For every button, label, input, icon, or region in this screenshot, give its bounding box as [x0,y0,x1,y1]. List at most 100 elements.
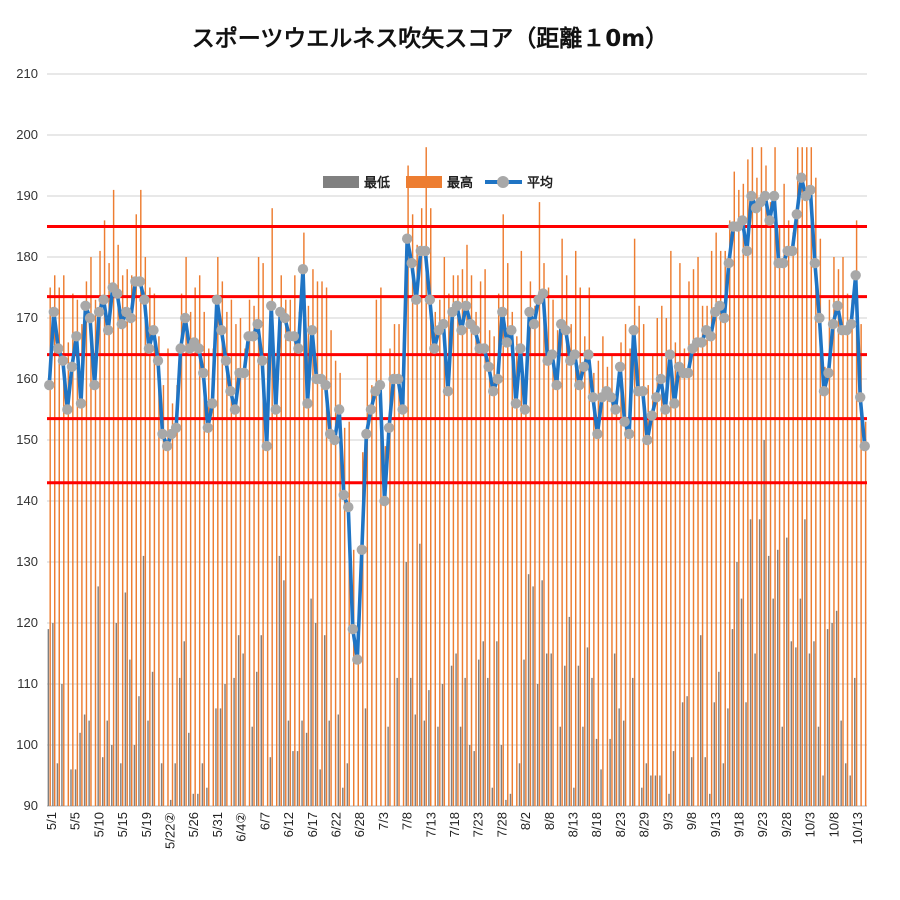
average-point [411,294,422,305]
bar-min [56,763,59,806]
bar-min [455,653,457,806]
bar-max [262,263,264,807]
bar-max [389,348,391,806]
average-point [148,325,159,336]
bar-max [425,147,427,806]
bar-min [237,635,240,806]
bar-min [826,629,829,806]
bar-min [496,641,498,806]
bar-min [532,586,534,806]
bar-min [278,555,281,806]
bar-max [230,299,233,806]
average-point [429,343,440,354]
bar-min [577,665,580,806]
bar-max [321,281,323,806]
bar-max [606,366,609,806]
bar-max [565,275,568,806]
bar-min [523,659,525,806]
bar-min [188,732,190,806]
average-point [112,288,123,299]
bar-max [239,318,242,806]
bar-min [500,745,503,806]
bar-min [777,549,779,806]
bar-max [520,250,523,806]
bar-max [348,421,350,806]
bar-min [174,763,176,806]
average-point [193,343,204,354]
average-point [574,379,585,391]
bar-max [162,385,165,806]
bar-max [443,257,446,806]
bar-max [448,293,450,807]
bar-min [618,708,620,806]
average-point [859,440,870,452]
average-point [682,367,694,379]
bar-max [99,250,101,806]
average-point [592,428,603,440]
x-axis-ticks: 5/1 5/5 5/10 5/15 5/19 5/22② 5/26 5/31 6/4② 6/7 6/… [44,812,865,849]
average-point [211,294,223,305]
bar-max [511,311,514,806]
x-tick-label: 10/8 [826,812,841,837]
bar-max [602,336,604,806]
average-point [229,404,241,415]
bar-min [573,787,575,806]
average-point [207,398,218,409]
bar-min [251,726,253,806]
bar-max [674,342,677,806]
average-point [610,404,621,415]
bar-min [70,769,72,806]
x-tick-label: 5/31 [210,812,225,837]
x-tick-label: 10/13 [850,812,865,845]
average-point [352,654,363,665]
bar-max [366,354,369,806]
bar-max [248,299,251,806]
bar-max [584,336,586,806]
average-point [777,257,789,269]
bar-max [289,299,292,806]
bar-max [824,366,826,806]
average-point [225,386,236,397]
bar-max [579,287,581,806]
average-point [583,349,594,360]
average-point [787,245,798,257]
bar-min [224,684,226,806]
bar-max [760,147,763,806]
bar-max [131,275,133,806]
bar-max [407,165,409,806]
bar-min [346,763,349,806]
average-point [202,422,214,433]
reference-lines [47,225,867,485]
bar-max [543,263,545,807]
average-point [669,398,680,409]
bar-min [419,543,421,806]
average-point [651,392,662,403]
bar-max [49,287,51,806]
average-point [89,379,100,391]
bar-max [738,189,740,806]
average-point [139,294,150,305]
bar-max [765,165,767,806]
average-point [379,495,390,507]
bar-max [710,250,713,806]
bar-max [751,147,754,806]
average-point [320,379,331,391]
average-point [497,306,508,318]
average-point [84,312,96,324]
bar-max [697,257,699,806]
bar-max [67,342,70,806]
bar-min [813,641,815,806]
x-tick-label: 5/1 [44,812,59,830]
bar-min [781,726,783,806]
x-tick-label: 6/4② [234,812,249,842]
average-point [270,404,281,415]
bar-max [244,348,246,806]
average-point [401,233,413,244]
average-point [116,318,127,330]
x-tick-label: 9/18 [731,812,746,837]
bar-max [815,177,817,806]
x-tick-label: 9/23 [755,812,770,837]
legend-swatch-avg-marker [497,176,509,188]
bar-min [582,726,584,806]
average-point [528,318,540,330]
